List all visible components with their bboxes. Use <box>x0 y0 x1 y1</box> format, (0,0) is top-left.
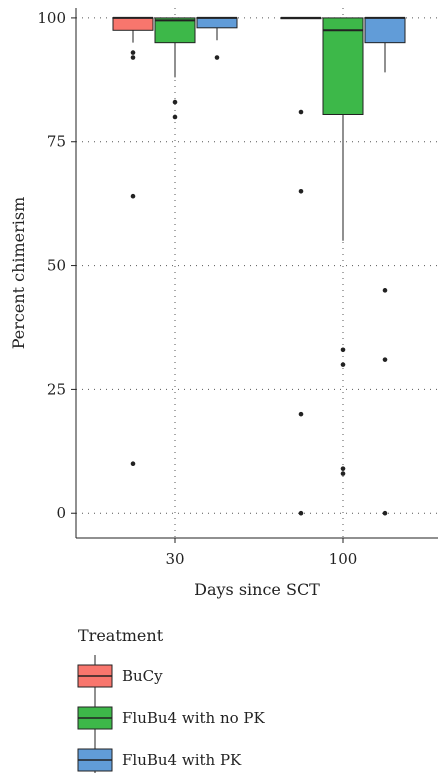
outlier-point <box>298 510 304 516</box>
box-body <box>196 17 238 29</box>
y-tick-label: 100 <box>37 9 66 27</box>
legend-label: BuCy <box>122 667 163 685</box>
box-flubu4-with-no-pk-30 <box>154 17 196 120</box>
box-body <box>364 17 406 44</box>
y-axis-title: Percent chimerism <box>9 197 28 350</box>
outlier-point <box>130 50 136 55</box>
x-tick-label: 30 <box>165 550 184 568</box>
legend-item-bucy: BuCy <box>77 655 163 697</box>
outlier-point <box>298 411 304 417</box>
outlier-point <box>340 362 346 367</box>
outlier-point <box>382 288 388 293</box>
legend-title: Treatment <box>78 626 164 645</box>
box-body <box>322 17 364 115</box>
outlier-point <box>214 55 220 60</box>
outlier-point <box>340 471 346 476</box>
box-bucy-100 <box>280 16 322 516</box>
box-flubu4-with-no-pk-100 <box>322 17 364 476</box>
legend-label: FluBu4 with no PK <box>122 709 266 727</box>
outlier-point <box>340 466 346 471</box>
outlier-point <box>130 55 136 60</box>
y-tick-label: 50 <box>47 257 66 275</box>
outlier-point <box>382 357 388 362</box>
box-flubu4-with-pk-100 <box>364 16 406 516</box>
outlier-point <box>382 510 388 516</box>
outlier-point <box>340 347 346 353</box>
box-bucy-30 <box>112 16 154 467</box>
legend-item-flubu4-with-pk: FluBu4 with PK <box>77 739 242 777</box>
box-body <box>154 17 196 44</box>
x-axis-title: Days since SCT <box>194 580 320 599</box>
box-flubu4-with-pk-30 <box>196 16 238 60</box>
outlier-point <box>298 188 304 194</box>
y-tick-label: 0 <box>56 504 66 522</box>
y-tick-label: 75 <box>47 133 66 151</box>
outlier-point <box>172 99 178 105</box>
y-tick-label: 25 <box>47 380 66 398</box>
outlier-point <box>130 193 136 199</box>
box-body <box>112 17 154 31</box>
outlier-point <box>130 461 136 467</box>
outlier-point <box>298 109 304 115</box>
legend-item-flubu4-with-no-pk: FluBu4 with no PK <box>77 697 266 739</box>
x-tick-label: 100 <box>329 550 358 568</box>
outlier-point <box>172 114 178 120</box>
legend-label: FluBu4 with PK <box>122 751 242 769</box>
